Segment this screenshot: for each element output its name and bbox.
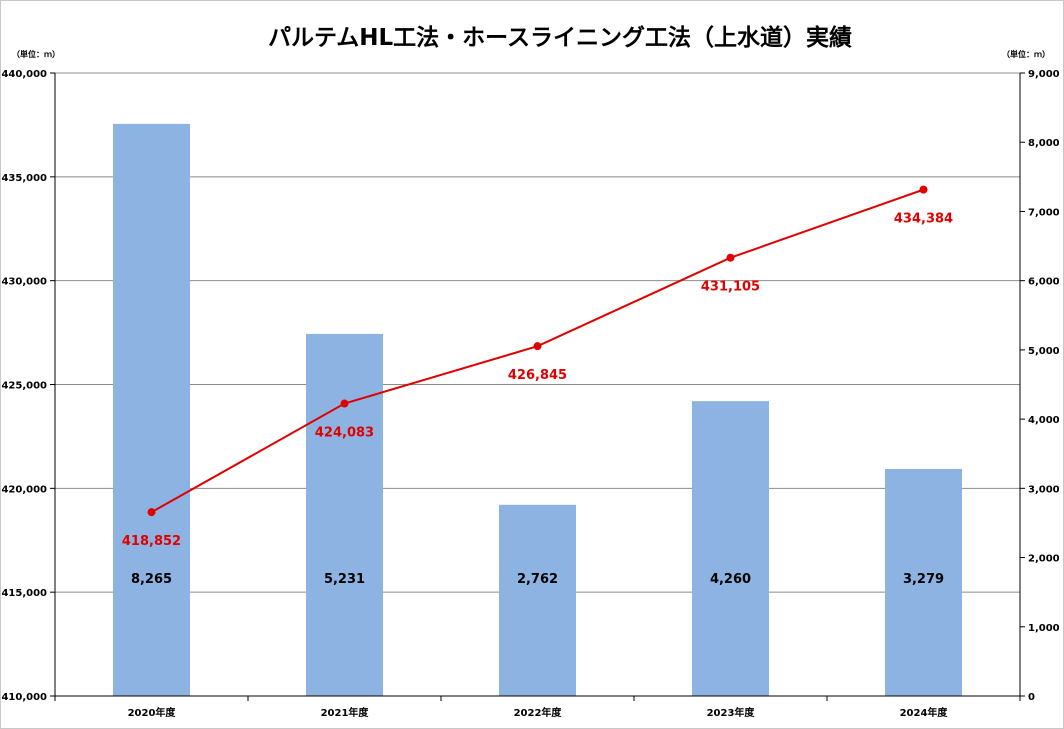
right-axis-tick-label: 9,000 xyxy=(1028,69,1060,80)
left-unit-label: （単位：ｍ） xyxy=(12,49,60,59)
left-axis-tick-label: 425,000 xyxy=(1,381,47,392)
right-axis-tick-label: 0 xyxy=(1028,692,1035,703)
line-point xyxy=(340,399,349,408)
right-axis-tick-label: 7,000 xyxy=(1028,207,1060,218)
right-axis-tick-label: 6,000 xyxy=(1028,277,1060,288)
bar xyxy=(499,504,576,696)
x-axis-tick-label: 2020年度 xyxy=(128,706,177,719)
left-axis-tick-label: 440,000 xyxy=(1,69,47,80)
line-path xyxy=(151,188,924,514)
line-data-label: 431,105 xyxy=(701,280,760,295)
bar-series xyxy=(113,123,962,696)
bar-data-label: 3,279 xyxy=(903,572,944,587)
bar-data-label: 5,231 xyxy=(324,572,365,587)
left-axis-tick-label: 430,000 xyxy=(1,277,47,288)
bar xyxy=(885,469,962,696)
bar-data-label: 2,762 xyxy=(517,572,558,587)
right-axis-tick-label: 2,000 xyxy=(1028,554,1060,565)
left-axis-tick-label: 410,000 xyxy=(1,692,47,703)
gridlines xyxy=(55,72,1020,593)
line-point xyxy=(919,185,928,194)
data-labels: 8,265 5,231 2,762 4,260 3,279 418,852 424,083 4… xyxy=(122,212,953,587)
bar xyxy=(306,333,383,696)
line-data-label: 424,083 xyxy=(315,426,374,441)
right-axis-tick-label: 8,000 xyxy=(1028,138,1060,149)
right-axis-tick-label: 3,000 xyxy=(1028,484,1060,495)
right-axis-tick-label: 4,000 xyxy=(1028,415,1060,426)
bar xyxy=(113,123,190,696)
right-axis-tick-label: 1,000 xyxy=(1028,623,1060,634)
x-axis-tick-label: 2021年度 xyxy=(321,706,370,719)
right-axis-tick-label: 5,000 xyxy=(1028,346,1060,357)
right-unit-label: （単位：ｍ） xyxy=(1002,49,1050,59)
line-data-label: 426,845 xyxy=(508,368,567,383)
line-data-label: 418,852 xyxy=(122,534,181,549)
left-axis-tick-label: 435,000 xyxy=(1,173,47,184)
bar-data-label: 4,260 xyxy=(710,572,751,587)
left-axis-tick-label: 415,000 xyxy=(1,588,47,599)
line-point xyxy=(533,342,542,351)
left-axis-tick-label: 420,000 xyxy=(1,484,47,495)
bar-data-label: 8,265 xyxy=(131,572,172,587)
x-axis-tick-label: 2024年度 xyxy=(900,706,949,719)
line-point xyxy=(147,508,156,517)
chart-title: パルテムHL工法・ホースライニング工法（上水道）実績 xyxy=(268,24,852,51)
x-axis-tick-label: 2022年度 xyxy=(514,706,563,719)
line-series xyxy=(147,185,928,517)
x-axis-tick-label: 2023年度 xyxy=(707,706,756,719)
bar xyxy=(692,401,769,696)
axes: 410,000 415,000 420,000 425,000 430,000 435,0… xyxy=(1,69,1059,719)
line-data-label: 434,384 xyxy=(894,212,953,227)
line-point xyxy=(726,253,735,262)
